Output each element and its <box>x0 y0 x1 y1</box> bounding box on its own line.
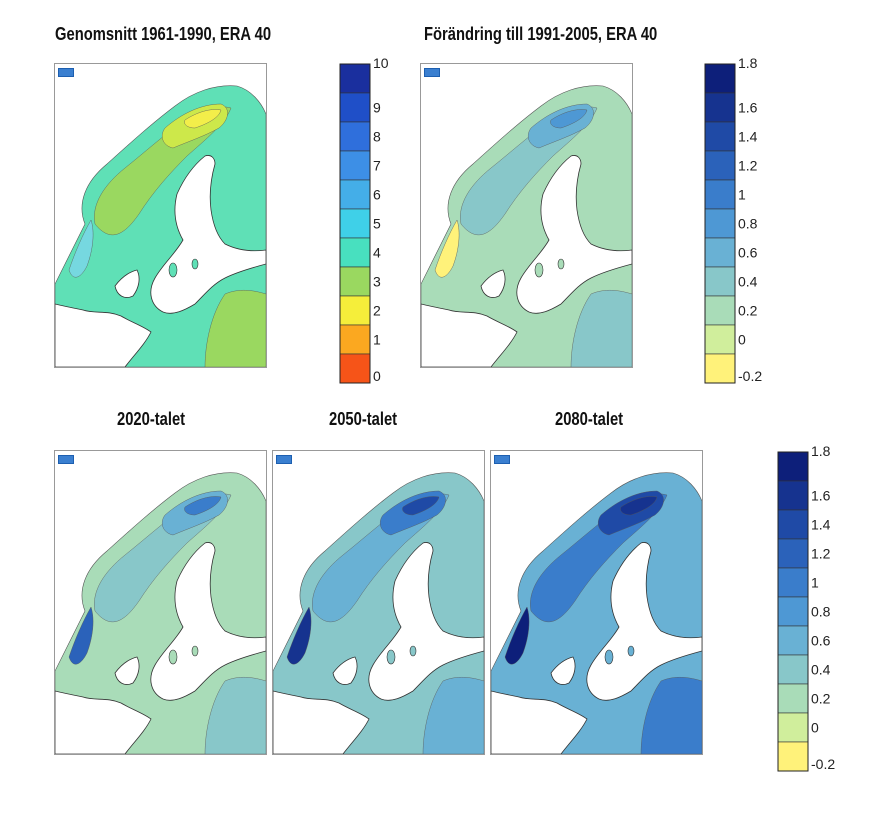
colorbar-tick-label: 0.2 <box>738 303 758 319</box>
colorbar-segment <box>339 121 371 152</box>
colorbar-segment <box>777 509 809 540</box>
colorbar-segment <box>704 295 736 326</box>
colorbar-segment <box>704 121 736 152</box>
colorbar-change-bottom: 1.81.61.41.210.80.60.40.20-0.2mm/h <box>777 444 835 772</box>
colorbar-segment <box>704 266 736 297</box>
panel-2-title: Förändring till 1991-2005, ERA 40 <box>424 24 658 44</box>
colorbar-segment <box>704 237 736 268</box>
colorbar-tick-label: 1.4 <box>811 517 831 533</box>
logo-icon <box>276 455 292 464</box>
colorbar-tick-label: 1 <box>373 332 381 348</box>
colorbar-segment <box>777 538 809 569</box>
colorbar-segment <box>339 353 371 384</box>
colorbar-segment <box>339 295 371 326</box>
colorbar-tick-label: 1.8 <box>738 56 758 71</box>
colorbar-tick-label: 0.2 <box>811 691 831 707</box>
panel-1-title: Genomsnitt 1961-1990, ERA 40 <box>55 24 272 44</box>
colorbar-segment <box>777 712 809 743</box>
panel-4-title: 2050-talet <box>329 409 398 429</box>
map-panel-3 <box>54 450 267 755</box>
colorbar-tick-label: 9 <box>373 100 381 116</box>
colorbar-tick-label: 4 <box>373 245 381 261</box>
colorbar-tick-label: 5 <box>373 216 381 232</box>
panel-5-title: 2080-talet <box>555 409 624 429</box>
colorbar-tick-label: 10 <box>373 56 389 71</box>
colorbar-segment <box>777 596 809 627</box>
colorbar-tick-label: 0.4 <box>811 662 831 678</box>
map-panel-4 <box>272 450 485 755</box>
colorbar-segment <box>777 654 809 685</box>
map-panel-1 <box>54 63 267 368</box>
panel-3-title: 2020-talet <box>117 409 186 429</box>
colorbar-tick-label: 1.6 <box>738 100 758 116</box>
logo-icon <box>494 455 510 464</box>
logo-icon <box>424 68 440 77</box>
colorbar-tick-label: 0.4 <box>738 274 758 290</box>
colorbar-tick-label: 1.4 <box>738 129 758 145</box>
colorbar-segment <box>704 150 736 181</box>
colorbar-segment <box>339 179 371 210</box>
colorbar-tick-label: 0 <box>373 368 381 384</box>
colorbar-segment <box>339 150 371 181</box>
colorbar-tick-label: 0.8 <box>811 604 831 620</box>
colorbar-segment <box>777 480 809 511</box>
colorbar-tick-label: 8 <box>373 129 381 145</box>
colorbar-tick-label: 1 <box>811 575 819 591</box>
colorbar-segment <box>704 63 736 94</box>
colorbar-tick-label: 0.6 <box>738 245 758 261</box>
colorbar-tick-label: 3 <box>373 274 381 290</box>
map-panel-5 <box>490 450 703 755</box>
colorbar-tick-label: 2 <box>373 303 381 319</box>
colorbar-segment <box>339 237 371 268</box>
colorbar-segment <box>704 324 736 355</box>
colorbar-segment <box>777 741 809 772</box>
colorbar-segment <box>777 683 809 714</box>
map-canvas <box>421 64 632 367</box>
map-canvas <box>273 451 484 754</box>
colorbar-segment <box>704 353 736 384</box>
colorbar-tick-label: -0.2 <box>738 368 762 384</box>
colorbar-segment <box>339 63 371 94</box>
map-panel-2 <box>420 63 633 368</box>
colorbar-segment <box>704 208 736 239</box>
map-canvas <box>55 451 266 754</box>
colorbar-tick-label: 0.6 <box>811 633 831 649</box>
logo-icon <box>58 455 74 464</box>
map-canvas <box>55 64 266 367</box>
colorbar-tick-label: 0.8 <box>738 216 758 232</box>
colorbar-tick-label: 0 <box>811 720 819 736</box>
colorbar-segment <box>339 324 371 355</box>
colorbar-tick-label: 0 <box>738 332 746 348</box>
colorbar-segment <box>777 567 809 598</box>
colorbar-tick-label: 6 <box>373 187 381 203</box>
colorbar-tick-label: 7 <box>373 158 381 174</box>
colorbar-segment <box>777 625 809 656</box>
colorbar-segment <box>777 451 809 482</box>
colorbar-segment <box>339 92 371 123</box>
colorbar-segment <box>339 208 371 239</box>
colorbar-tick-label: 1.2 <box>738 158 758 174</box>
colorbar-tick-label: 1.8 <box>811 444 831 459</box>
colorbar-tick-label: 1.2 <box>811 546 831 562</box>
colorbar-tick-label: 1.6 <box>811 488 831 504</box>
colorbar-segment <box>704 179 736 210</box>
colorbar-segment <box>704 92 736 123</box>
colorbar-absolute: 109876543210mm/h <box>339 56 389 384</box>
colorbar-tick-label: 1 <box>738 187 746 203</box>
colorbar-change-top: 1.81.61.41.210.80.60.40.20-0.2mm/h <box>704 56 762 384</box>
colorbar-tick-label: -0.2 <box>811 756 835 772</box>
colorbar-segment <box>339 266 371 297</box>
logo-icon <box>58 68 74 77</box>
map-canvas <box>491 451 702 754</box>
